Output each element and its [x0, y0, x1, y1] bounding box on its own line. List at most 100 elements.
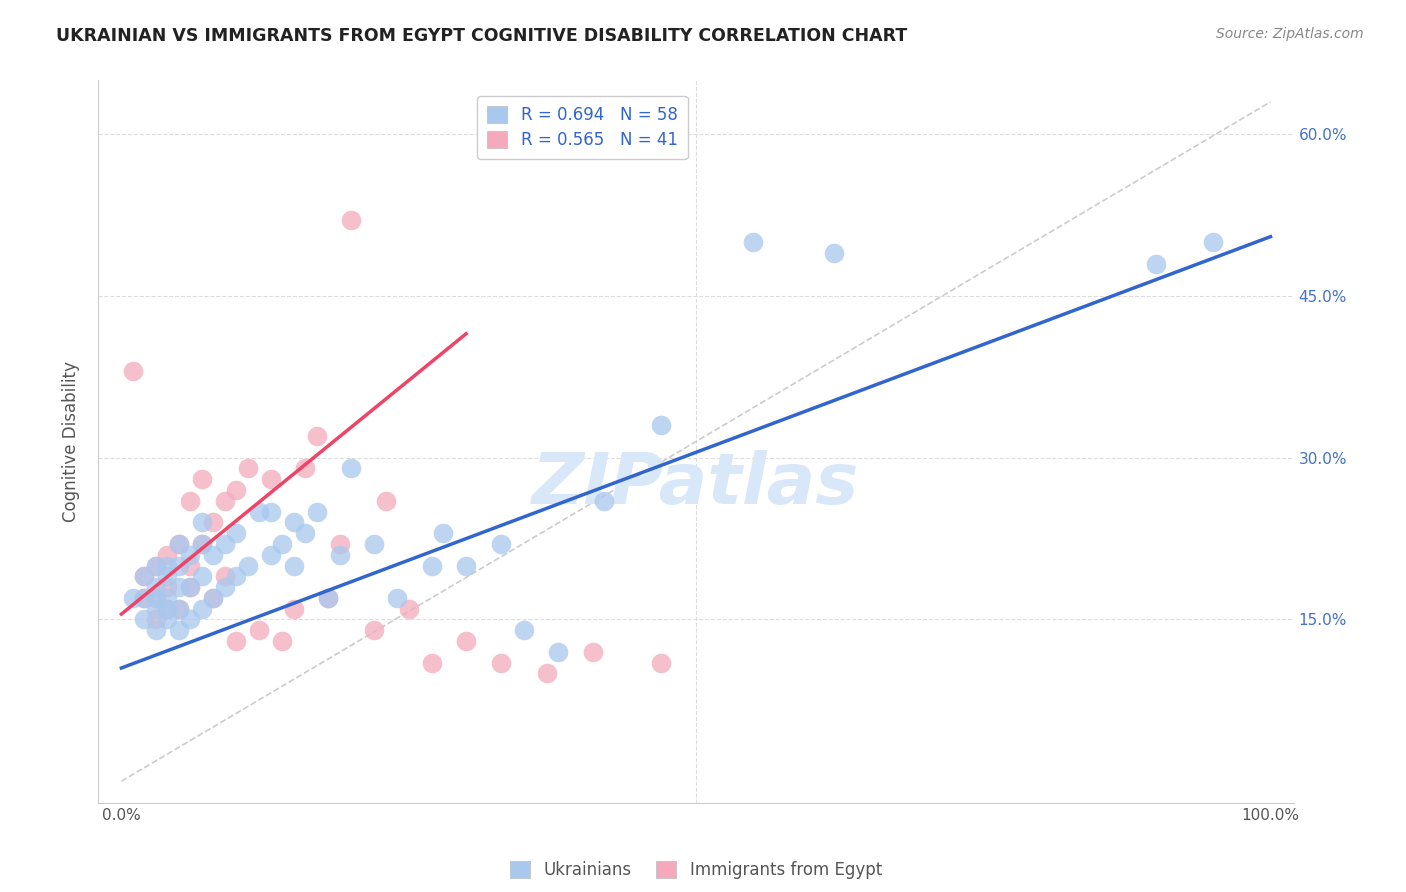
Point: [593, 493, 616, 508]
Point: [167, 558, 190, 573]
Point: [420, 656, 443, 670]
Point: [179, 612, 201, 626]
Point: [179, 548, 201, 562]
Point: [650, 418, 672, 433]
Point: [167, 601, 190, 615]
Point: [536, 666, 558, 681]
Point: [134, 612, 156, 626]
Legend: Ukrainians, Immigrants from Egypt: Ukrainians, Immigrants from Egypt: [503, 855, 889, 886]
Text: UKRAINIAN VS IMMIGRANTS FROM EGYPT COGNITIVE DISABILITY CORRELATION CHART: UKRAINIAN VS IMMIGRANTS FROM EGYPT COGNI…: [56, 27, 907, 45]
Point: [363, 537, 385, 551]
Point: [191, 601, 214, 615]
Point: [823, 245, 845, 260]
Point: [456, 634, 478, 648]
Point: [191, 516, 214, 530]
Point: [156, 558, 179, 573]
Point: [581, 645, 603, 659]
Point: [420, 558, 443, 573]
Point: [156, 612, 179, 626]
Point: [145, 580, 167, 594]
Point: [247, 505, 270, 519]
Point: [547, 645, 569, 659]
Point: [122, 591, 145, 605]
Point: [202, 548, 225, 562]
Point: [202, 516, 225, 530]
Point: [271, 537, 294, 551]
Text: Source: ZipAtlas.com: Source: ZipAtlas.com: [1216, 27, 1364, 41]
Point: [305, 429, 328, 443]
Point: [398, 601, 420, 615]
Point: [134, 569, 156, 583]
Point: [156, 601, 179, 615]
Point: [385, 591, 409, 605]
Point: [167, 537, 190, 551]
Point: [742, 235, 765, 249]
Point: [145, 558, 167, 573]
Point: [179, 580, 201, 594]
Point: [456, 558, 478, 573]
Point: [134, 591, 156, 605]
Point: [283, 516, 305, 530]
Point: [191, 537, 214, 551]
Point: [167, 601, 190, 615]
Point: [179, 493, 201, 508]
Text: ZIPatlas: ZIPatlas: [533, 450, 859, 519]
Point: [363, 624, 385, 638]
Point: [145, 591, 167, 605]
Point: [214, 493, 236, 508]
Point: [329, 537, 352, 551]
Point: [316, 591, 339, 605]
Point: [271, 634, 294, 648]
Point: [236, 461, 259, 475]
Point: [179, 580, 201, 594]
Point: [260, 472, 283, 486]
Point: [191, 569, 214, 583]
Point: [179, 558, 201, 573]
Point: [225, 634, 247, 648]
Point: [225, 483, 247, 497]
Point: [294, 461, 316, 475]
Point: [214, 580, 236, 594]
Point: [202, 591, 225, 605]
Point: [156, 548, 179, 562]
Point: [167, 580, 190, 594]
Point: [489, 656, 512, 670]
Point: [1202, 235, 1225, 249]
Point: [145, 601, 167, 615]
Point: [134, 569, 156, 583]
Point: [316, 591, 339, 605]
Point: [294, 526, 316, 541]
Point: [283, 558, 305, 573]
Point: [145, 612, 167, 626]
Point: [145, 558, 167, 573]
Point: [260, 505, 283, 519]
Point: [225, 526, 247, 541]
Point: [374, 493, 396, 508]
Point: [156, 569, 179, 583]
Point: [202, 591, 225, 605]
Point: [225, 569, 247, 583]
Point: [489, 537, 512, 551]
Point: [329, 548, 352, 562]
Point: [167, 537, 190, 551]
Point: [145, 591, 167, 605]
Point: [236, 558, 259, 573]
Point: [134, 591, 156, 605]
Point: [214, 569, 236, 583]
Point: [214, 537, 236, 551]
Point: [260, 548, 283, 562]
Point: [167, 624, 190, 638]
Point: [156, 601, 179, 615]
Point: [145, 624, 167, 638]
Point: [122, 364, 145, 378]
Point: [156, 591, 179, 605]
Point: [191, 472, 214, 486]
Point: [305, 505, 328, 519]
Point: [247, 624, 270, 638]
Point: [156, 580, 179, 594]
Point: [340, 213, 363, 227]
Point: [512, 624, 534, 638]
Y-axis label: Cognitive Disability: Cognitive Disability: [62, 361, 80, 522]
Point: [650, 656, 672, 670]
Point: [283, 601, 305, 615]
